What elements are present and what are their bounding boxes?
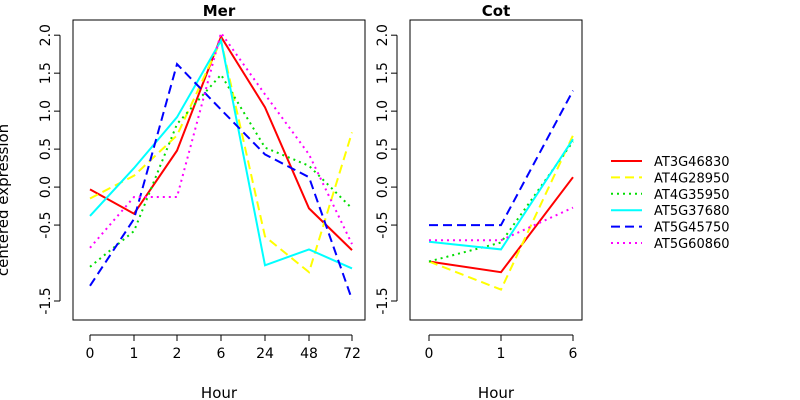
x-tick-label: 0 xyxy=(86,346,95,362)
y-tick-label: 1.5 xyxy=(38,62,54,84)
x-tick-label: 72 xyxy=(343,346,361,362)
x-tick-label: 6 xyxy=(569,346,578,362)
y-tick-label: 1.0 xyxy=(38,100,54,122)
legend-label: AT5G60860 xyxy=(654,237,730,252)
y-tick-label: 2.0 xyxy=(38,24,54,46)
series-line-at3g46830 xyxy=(428,176,574,274)
series-line-at4g28950 xyxy=(89,37,353,274)
x-tick-label: 1 xyxy=(130,346,139,362)
y-tick-label: 0.5 xyxy=(375,138,391,160)
series-line-at5g45750 xyxy=(89,62,353,300)
y-tick-label: -1.5 xyxy=(38,287,54,314)
x-tick-label: 6 xyxy=(217,346,226,362)
y-tick-label: -0.5 xyxy=(38,211,54,238)
series-line-at3g46830 xyxy=(89,34,353,251)
x-tick-label: 2 xyxy=(173,346,182,362)
y-tick-label: -1.5 xyxy=(375,287,391,314)
x-tick-label: 48 xyxy=(300,346,318,362)
x-axis-label: Hour xyxy=(478,384,515,400)
y-tick-label: 1.5 xyxy=(375,62,391,84)
panel-cot: Cot -1.5 -0.5 0.0 0.5 1.0 1.5 2.0 0 1 6 Hour xyxy=(375,2,583,400)
plot-frame xyxy=(72,19,366,321)
series-line-at5g60860 xyxy=(429,206,574,242)
legend-label: AT3G46830 xyxy=(654,155,730,170)
legend-label: AT5G37680 xyxy=(654,204,730,219)
y-tick-label: 1.0 xyxy=(375,100,391,122)
series-line-at5g37680 xyxy=(89,37,353,270)
y-tick-label: 0.0 xyxy=(38,176,54,198)
x-axis-label: Hour xyxy=(201,384,238,400)
y-tick-label: 0.0 xyxy=(375,176,391,198)
panel-title: Mer xyxy=(203,2,236,20)
series-line-at4g35950 xyxy=(89,73,353,268)
y-tick-label: 2.0 xyxy=(375,24,391,46)
y-axis-label: centered expression xyxy=(0,124,12,276)
legend-label: AT4G35950 xyxy=(654,188,730,203)
panel-title: Cot xyxy=(482,2,510,20)
plot-frame xyxy=(409,19,583,321)
panel-mer: Mer -1.5 -0.5 0.0 0.5 1.0 1.5 2.0 0 1 2 6 24 48 72 Hour xyxy=(38,2,366,400)
x-tick-label: 24 xyxy=(256,346,274,362)
x-tick-label: 0 xyxy=(425,346,434,362)
x-tick-label: 1 xyxy=(497,346,506,362)
series-line-at4g28950 xyxy=(428,134,574,291)
y-tick-label: 0.5 xyxy=(38,138,54,160)
series-line-at5g37680 xyxy=(428,138,574,251)
series-line-at5g45750 xyxy=(429,90,574,227)
legend-label: AT4G28950 xyxy=(654,171,730,186)
series-line-at5g60860 xyxy=(89,30,353,249)
y-tick-label: -0.5 xyxy=(375,211,391,238)
legend-label: AT5G45750 xyxy=(654,221,730,236)
